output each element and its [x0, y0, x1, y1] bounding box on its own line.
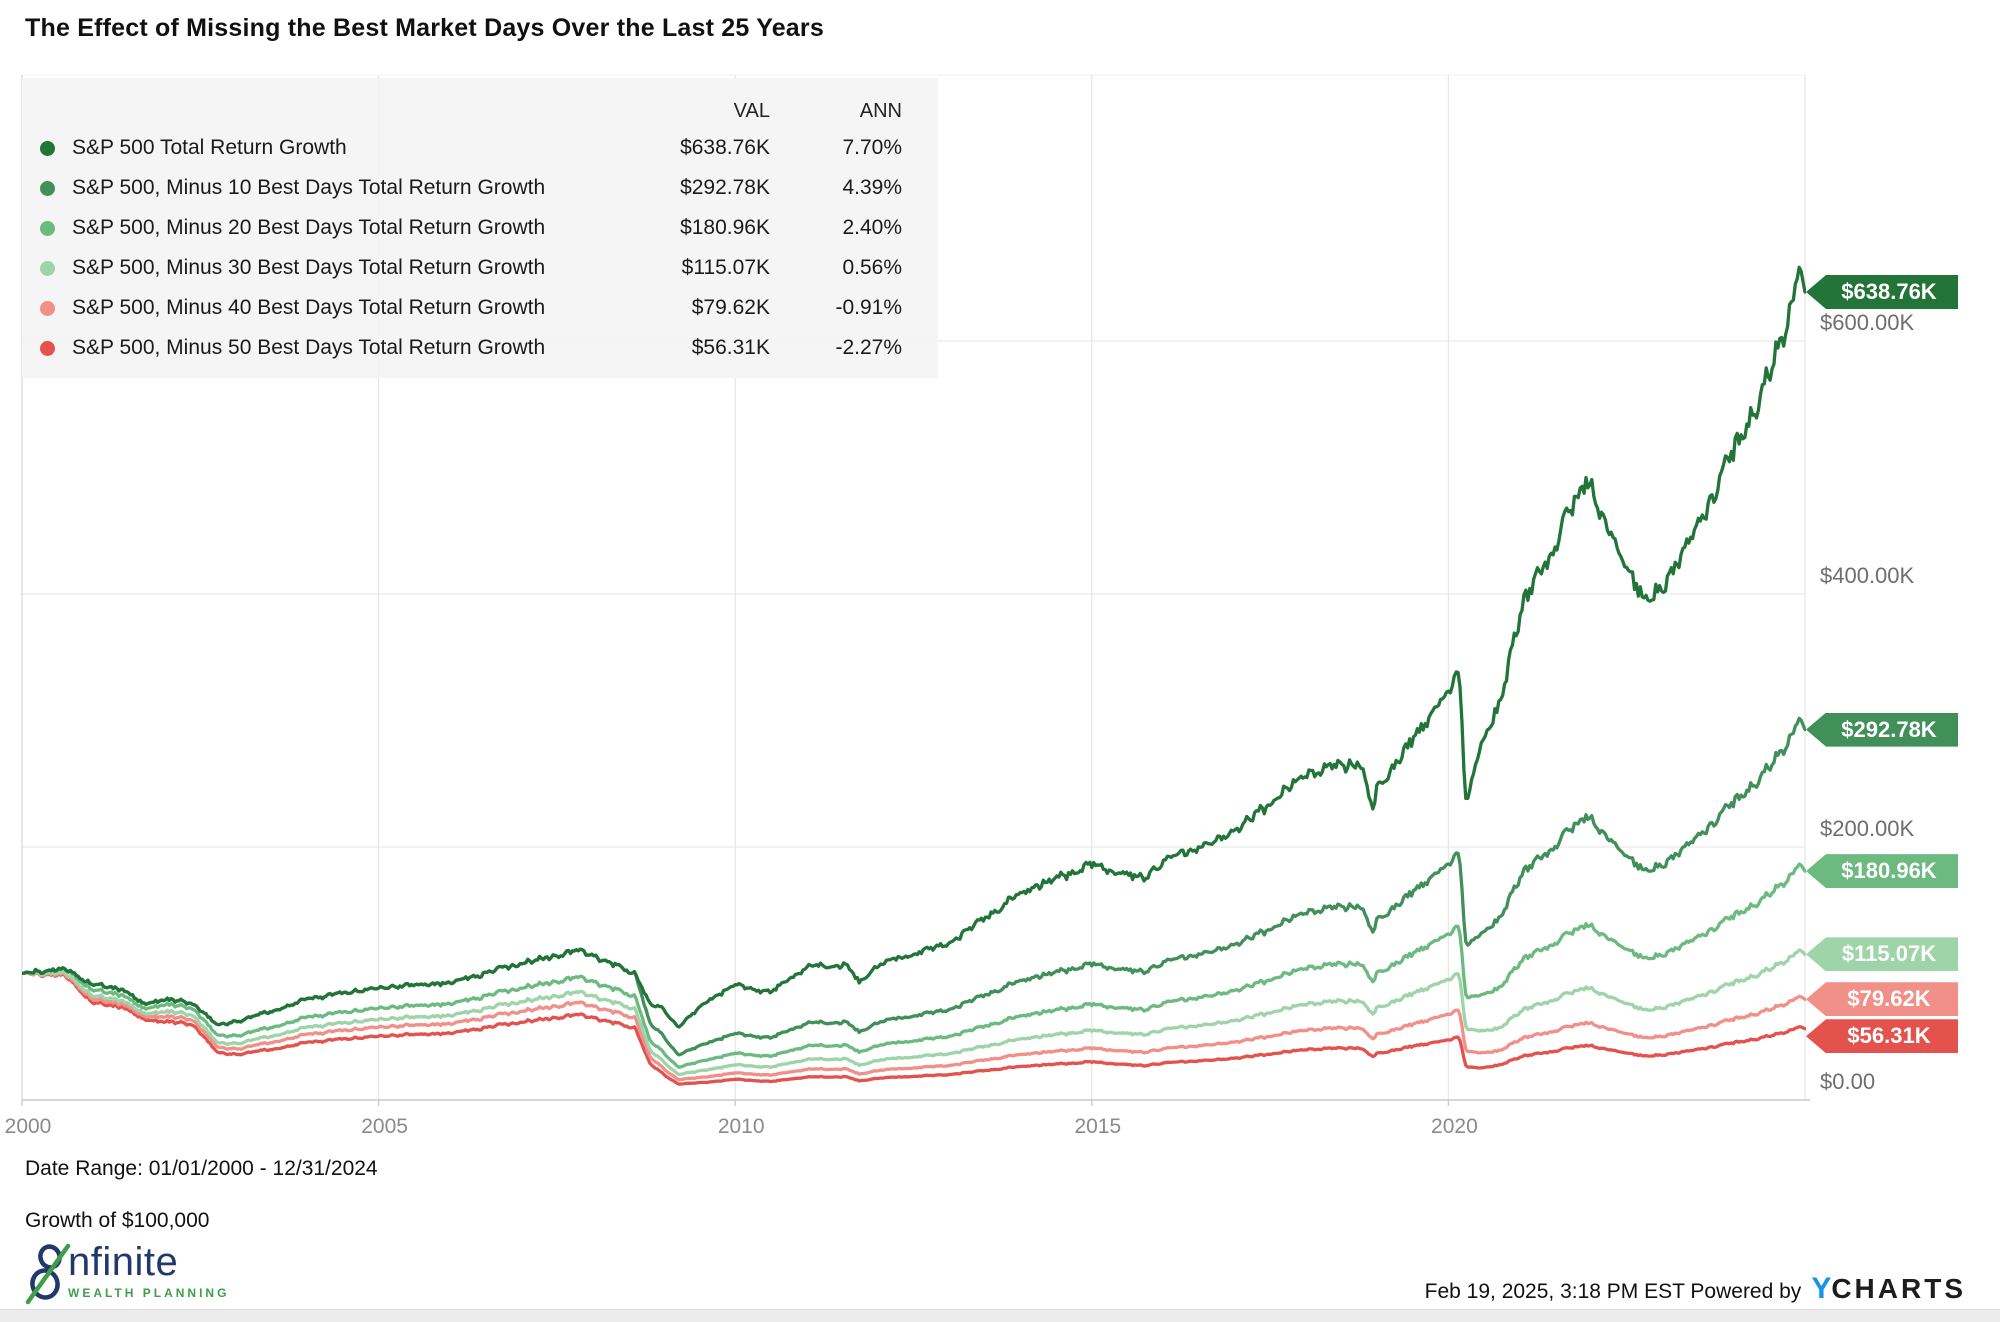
- x-tick-label: 2005: [361, 1115, 408, 1138]
- legend-row-0: S&P 500 Total Return Growth $638.76K 7.70%: [22, 128, 938, 168]
- series-line-3: [22, 948, 1806, 1077]
- infinite-wealth-logo: nfinite WEALTH PLANNING: [22, 1240, 229, 1306]
- series-line-4: [22, 969, 1806, 1082]
- x-tick-label: 2020: [1431, 1115, 1478, 1138]
- series-end-flag-1: $292.78K: [1806, 712, 1958, 747]
- legend-series-annualized: 4.39%: [842, 176, 902, 199]
- legend-series-value: $79.62K: [691, 296, 770, 319]
- series-end-flag-3: $115.07K: [1806, 937, 1958, 972]
- legend-series-value: $292.78K: [680, 176, 770, 199]
- series-end-flag-2: $180.96K: [1806, 854, 1958, 889]
- infinite-wordmark: nfinite: [68, 1240, 179, 1284]
- y-tick-label: $0.00: [1820, 1069, 1876, 1094]
- y-tick-label: $200.00K: [1820, 816, 1915, 841]
- legend-row-2: S&P 500, Minus 20 Best Days Total Return…: [22, 208, 938, 248]
- legend-series-label: S&P 500, Minus 10 Best Days Total Return…: [72, 176, 546, 199]
- legend-series-value: $115.07K: [681, 256, 770, 279]
- legend-series-label: S&P 500, Minus 50 Best Days Total Return…: [72, 336, 546, 359]
- infinite-tagline: WEALTH PLANNING: [68, 1286, 230, 1300]
- legend-series-value: $180.96K: [680, 216, 770, 239]
- legend-dot: [39, 180, 55, 196]
- series-end-flag-0: $638.76K: [1806, 274, 1958, 309]
- x-tick-label: 2015: [1074, 1115, 1122, 1138]
- series-line-0: [22, 265, 1806, 1029]
- y-tick-label: $400.00K: [1820, 563, 1915, 588]
- legend-series-label: S&P 500 Total Return Growth: [72, 136, 347, 159]
- legend-dot: [39, 340, 55, 356]
- legend-series-annualized: 0.56%: [842, 256, 902, 279]
- growth-of-label: Growth of $100,000: [25, 1209, 210, 1232]
- legend-row-3: S&P 500, Minus 30 Best Days Total Return…: [22, 248, 938, 288]
- legend-panel: VAL ANN S&P 500 Total Return Growth $638.…: [22, 78, 938, 378]
- legend-col-val: VAL: [733, 99, 770, 122]
- legend-series-label: S&P 500, Minus 40 Best Days Total Return…: [72, 296, 546, 319]
- x-tick-label: 2000: [4, 1115, 52, 1138]
- legend-series-annualized: 7.70%: [842, 136, 902, 159]
- legend-dot: [39, 140, 55, 156]
- x-tick-label: 2010: [717, 1115, 765, 1138]
- ycharts-logo: YCHARTS: [1811, 1272, 1966, 1305]
- bottom-window-strip: [0, 1309, 2000, 1322]
- legend-row-5: S&P 500, Minus 50 Best Days Total Return…: [22, 328, 938, 368]
- legend-dot: [39, 220, 55, 236]
- legend-series-value: $638.76K: [680, 136, 770, 159]
- legend-series-value: $56.31K: [691, 336, 770, 359]
- series-line-2: [22, 862, 1806, 1069]
- timestamp-label: Feb 19, 2025, 3:18 PM EST Powered by: [1424, 1280, 1802, 1303]
- legend-header-row: VAL ANN: [22, 94, 938, 128]
- legend-row-1: S&P 500, Minus 10 Best Days Total Return…: [22, 168, 938, 208]
- footer-attribution: Feb 19, 2025, 3:18 PM EST Powered by YCH…: [1425, 1272, 1966, 1306]
- legend-row-4: S&P 500, Minus 40 Best Days Total Return…: [22, 288, 938, 328]
- date-range-label: Date Range: 01/01/2000 - 12/31/2024: [25, 1157, 378, 1180]
- legend-dot: [39, 260, 55, 276]
- ycharts-y-glyph: Y: [1811, 1272, 1832, 1305]
- legend-series-annualized: 2.40%: [842, 216, 902, 239]
- legend-rows: S&P 500 Total Return Growth $638.76K 7.70%…: [22, 128, 938, 368]
- legend-dot: [39, 300, 55, 316]
- series-end-flag-4: $79.62K: [1806, 982, 1958, 1017]
- infinite-logo-mark: [25, 1243, 71, 1305]
- series-line-5: [22, 970, 1806, 1086]
- page-title: The Effect of Missing the Best Market Da…: [25, 14, 824, 42]
- y-tick-label: $600.00K: [1820, 310, 1915, 335]
- legend-col-ann: ANN: [859, 99, 902, 122]
- legend-series-annualized: -2.27%: [835, 336, 902, 359]
- legend-series-annualized: -0.91%: [835, 296, 902, 319]
- series-end-flag-5: $56.31K: [1806, 1019, 1958, 1054]
- legend-series-label: S&P 500, Minus 30 Best Days Total Return…: [72, 256, 546, 279]
- legend-series-label: S&P 500, Minus 20 Best Days Total Return…: [72, 216, 546, 239]
